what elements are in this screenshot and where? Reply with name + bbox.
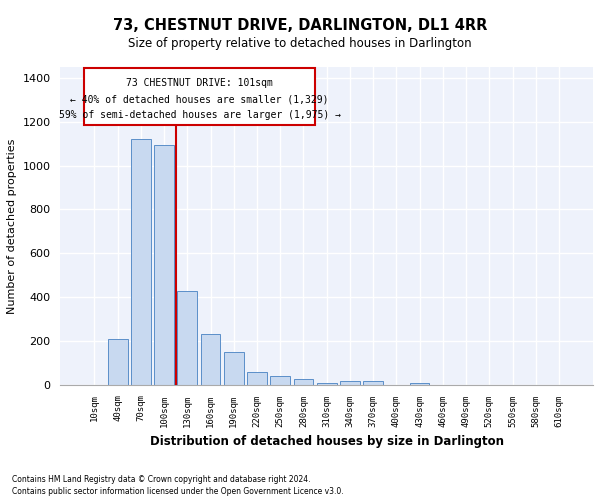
Text: 73, CHESTNUT DRIVE, DARLINGTON, DL1 4RR: 73, CHESTNUT DRIVE, DARLINGTON, DL1 4RR (113, 18, 487, 32)
Bar (108, 338, 128, 385)
Bar (340, 382, 360, 385)
Bar (410, 382, 430, 385)
Bar (178, 290, 197, 385)
Text: 59% of semi-detached houses are larger (1,975) →: 59% of semi-detached houses are larger (… (59, 110, 341, 120)
Bar (200, 334, 220, 385)
Text: Size of property relative to detached houses in Darlington: Size of property relative to detached ho… (128, 38, 472, 51)
Text: ← 40% of detached houses are smaller (1,329): ← 40% of detached houses are smaller (1,… (70, 94, 329, 104)
Text: 73 CHESTNUT DRIVE: 101sqm: 73 CHESTNUT DRIVE: 101sqm (126, 78, 273, 88)
Bar (224, 352, 244, 385)
Bar (317, 382, 337, 385)
Bar (131, 140, 151, 385)
Bar (154, 145, 174, 385)
Text: Contains HM Land Registry data © Crown copyright and database right 2024.: Contains HM Land Registry data © Crown c… (12, 475, 311, 484)
FancyBboxPatch shape (84, 68, 315, 125)
Bar (363, 382, 383, 385)
X-axis label: Distribution of detached houses by size in Darlington: Distribution of detached houses by size … (150, 435, 504, 448)
Y-axis label: Number of detached properties: Number of detached properties (7, 138, 17, 314)
Bar (293, 380, 313, 385)
Text: Contains public sector information licensed under the Open Government Licence v3: Contains public sector information licen… (12, 487, 344, 496)
Bar (271, 376, 290, 385)
Bar (247, 372, 267, 385)
